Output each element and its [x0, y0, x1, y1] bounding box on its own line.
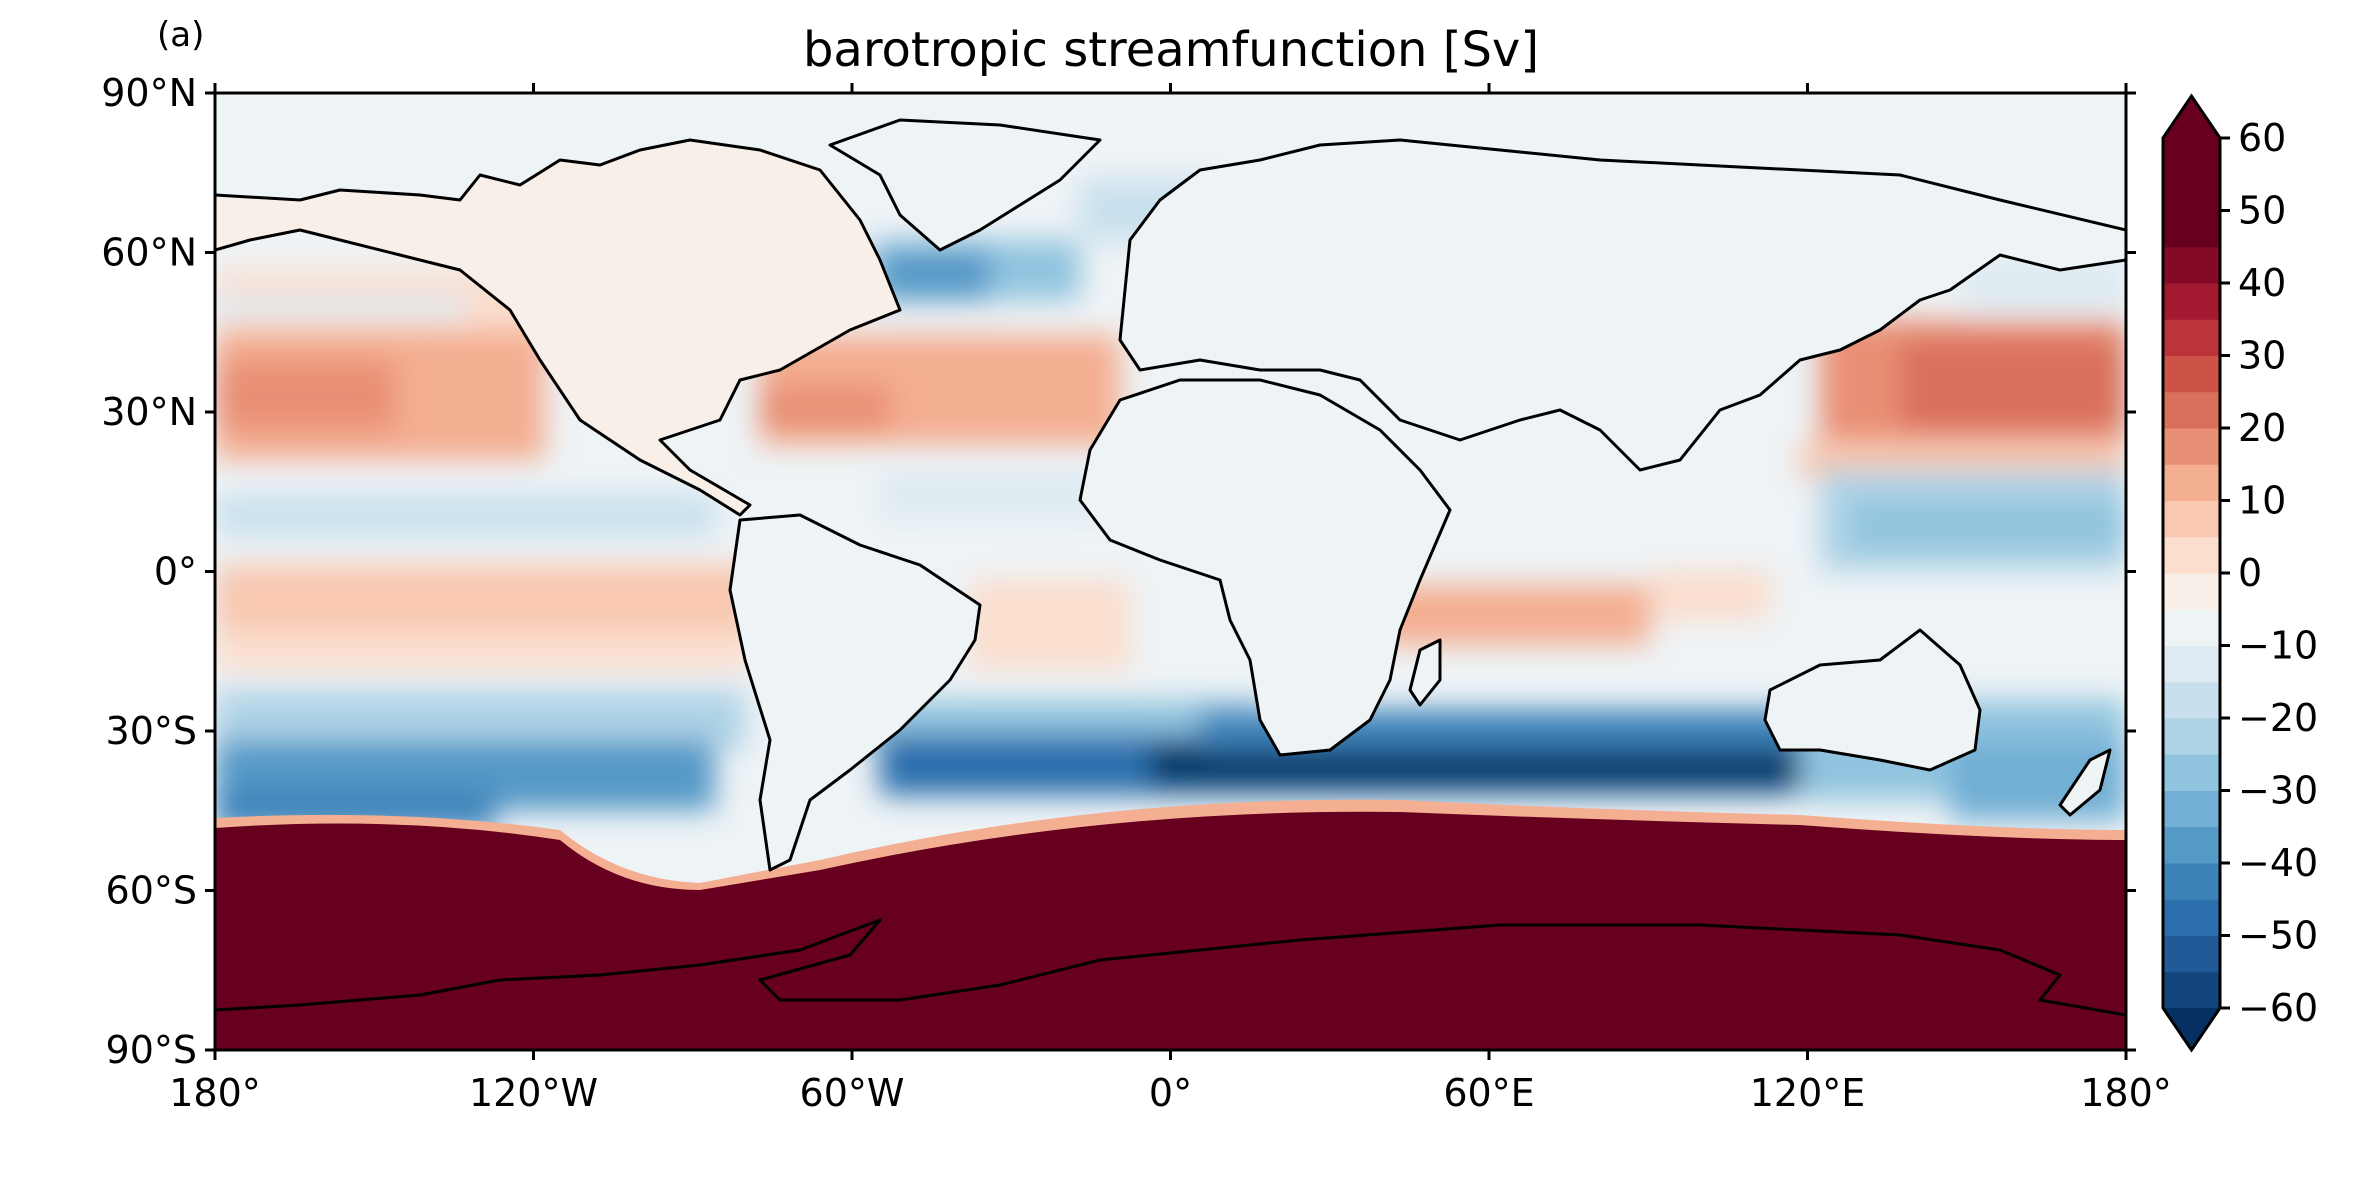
colorbar-tick-label: 30: [2238, 334, 2286, 378]
longitude-axis: 180° 120°W 60°W 0° 60°E 120°E 180°: [169, 83, 2172, 1115]
colorbar-bin: [2163, 464, 2220, 501]
colorbar-bin: [2163, 210, 2220, 248]
lon-tick-label: 120°W: [469, 1071, 598, 1115]
colorbar: 60 50 40 30 20 10 0 −10 −20 −30 −40 −50 −60: [2161, 93, 2318, 1053]
colorbar-tick-label: 60: [2238, 116, 2286, 160]
colorbar-bin: [2163, 428, 2220, 465]
colorbar-tick-label: 50: [2238, 189, 2286, 233]
greenland: [828, 118, 1102, 252]
colorbar-tick-label: −60: [2238, 986, 2318, 1030]
colorbar-bin: [2163, 681, 2220, 719]
coastlines: [215, 118, 2126, 1050]
colorbar-bin: [2163, 935, 2220, 973]
south-america: [728, 513, 982, 872]
colorbar-bin: [2163, 609, 2220, 646]
map-title: barotropic streamfunction [Sv]: [803, 22, 1539, 78]
lon-tick-label: 0°: [1149, 1071, 1192, 1115]
colorbar-tick-label: 20: [2238, 406, 2286, 450]
lat-tick-label: 30°N: [101, 390, 197, 434]
colorbar-bin: [2163, 971, 2220, 1009]
colorbar-bin: [2163, 138, 2220, 175]
colorbar-bin: [2163, 319, 2220, 356]
colorbar-bin: [2163, 246, 2220, 284]
colorbar-bin: [2163, 718, 2220, 755]
colorbar-bin: [2163, 863, 2220, 900]
antarctica: [215, 918, 2126, 1050]
lon-tick-label: 180°: [2080, 1071, 2172, 1115]
eurasia: [1118, 138, 2126, 472]
lat-tick-label: 60°N: [101, 231, 197, 275]
colorbar-extend-max: [2163, 96, 2220, 138]
colorbar-bin: [2163, 754, 2220, 791]
lat-tick-label: 0°: [154, 550, 197, 594]
colorbar-extend-min: [2163, 1008, 2220, 1050]
lon-tick-label: 60°W: [800, 1071, 905, 1115]
lon-tick-label: 120°E: [1750, 1071, 1866, 1115]
colorbar-tick-label: 0: [2238, 551, 2262, 595]
australia: [1763, 628, 1982, 772]
lon-tick-label: 60°E: [1443, 1071, 1534, 1115]
africa: [1078, 378, 1452, 757]
north-america: [215, 138, 902, 517]
colorbar-bin: [2163, 899, 2220, 936]
colorbar-bin: [2163, 790, 2220, 828]
latitude-axis: 90°N 60°N 30°N 0° 30°S 60°S 90°S: [101, 71, 2136, 1072]
colorbar-tick-label: 10: [2238, 479, 2286, 523]
colorbar-bin: [2163, 645, 2220, 683]
lat-tick-label: 30°S: [106, 709, 197, 753]
colorbar-bin: [2163, 174, 2220, 211]
new-zealand: [2058, 748, 2112, 817]
colorbar-bin: [2163, 283, 2220, 320]
colorbar-bin: [2163, 536, 2220, 574]
colorbar-tick-label: −10: [2238, 624, 2318, 668]
colorbar-tick-label: 40: [2238, 261, 2286, 305]
colorbar-tick-label: −20: [2238, 696, 2318, 740]
colorbar-bin: [2163, 500, 2220, 538]
colorbar-tick-label: −40: [2238, 841, 2318, 885]
colorbar-bin: [2163, 826, 2220, 864]
madagascar: [1408, 638, 1442, 707]
lat-tick-label: 60°S: [106, 869, 197, 913]
colorbar-tick-label: −30: [2238, 769, 2318, 813]
panel-label: (a): [157, 15, 204, 55]
lon-tick-label: 180°: [169, 1071, 261, 1115]
colorbar-bin: [2163, 391, 2220, 429]
colorbar-tick-label: −50: [2238, 914, 2318, 958]
colorbar-bin: [2163, 573, 2220, 610]
lat-tick-label: 90°S: [106, 1028, 197, 1072]
lat-tick-label: 90°N: [101, 71, 197, 115]
colorbar-bin: [2163, 355, 2220, 393]
